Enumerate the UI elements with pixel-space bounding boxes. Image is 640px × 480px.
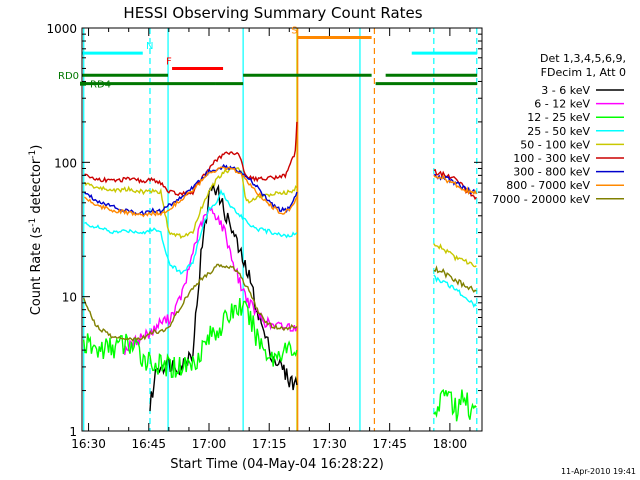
legend-label-6: 300 - 800 keV	[513, 166, 590, 179]
y-tick-label-2: 100	[54, 156, 77, 170]
chart-title: HESSI Observing Summary Count Rates	[123, 4, 422, 22]
late-series-line-3	[433, 243, 477, 268]
flag-label-rd4: RD4	[90, 80, 111, 91]
x-tick-label-1: 16:45	[131, 437, 166, 451]
legend-label-3: 25 - 50 keV	[527, 125, 590, 138]
legend-label-7: 800 - 7000 keV	[506, 179, 590, 192]
y-tick-label-3: 1000	[46, 22, 77, 36]
legend-label-2: 12 - 25 keV	[527, 111, 590, 124]
series-line-8	[83, 263, 298, 342]
legend-title-line-1: FDecim 1, Att 0	[541, 66, 626, 79]
series-line-2	[83, 297, 298, 378]
series-line-7	[84, 166, 298, 218]
y-axis-label: Count Rate (s-1 detector-1)	[28, 145, 44, 316]
late-series-line-5	[433, 274, 477, 308]
plot-area	[82, 28, 478, 431]
plot-frame	[81, 27, 483, 432]
legend-label-5: 100 - 300 keV	[513, 152, 590, 165]
legend-label-1: 6 - 12 keV	[534, 98, 590, 111]
flag-label-s: S	[291, 25, 297, 36]
y-axis-label-sup1: -1	[28, 218, 38, 227]
late-series-line-2	[433, 174, 478, 196]
footer-timestamp: 11-Apr-2010 19:41	[561, 467, 636, 476]
legend-label-8: 7000 - 20000 keV	[492, 193, 590, 206]
x-tick-label-6: 18:00	[433, 437, 468, 451]
flag-label-n: N	[146, 41, 153, 52]
legend: Det 1,3,4,5,6,9,FDecim 1, Att 0 3 - 6 keV…	[492, 52, 626, 206]
legend-title-line-0: Det 1,3,4,5,6,9,	[540, 52, 626, 65]
x-tick-label-5: 17:45	[372, 437, 407, 451]
y-axis-label-mid: detector	[29, 158, 44, 218]
flag-label-rd0: RD0	[58, 71, 79, 82]
x-tick-label-3: 17:15	[252, 437, 287, 451]
legend-label-0: 3 - 6 keV	[541, 84, 590, 97]
y-axis-label-sup2: -1	[28, 150, 38, 159]
x-tick-label-2: 17:00	[192, 437, 227, 451]
y-tick-label-0: 1	[69, 425, 77, 439]
x-tick-label-0: 16:30	[71, 437, 106, 451]
y-axis-label-end: )	[29, 145, 44, 150]
legend-label-4: 50 - 100 keV	[520, 138, 590, 151]
x-tick-label-4: 17:30	[312, 437, 347, 451]
x-axis-label: Start Time (04-May-04 16:28:22)	[170, 457, 384, 472]
late-series-line-6	[433, 388, 477, 422]
flag-marker-rd4	[80, 81, 86, 86]
flag-label-f: F	[166, 56, 172, 67]
y-tick-label-1: 10	[62, 291, 77, 305]
axes: N F S RD0 RD4 16:30 16:45 17:00 17:15 17:30 17:45 1…	[46, 22, 482, 451]
late-series-line-4	[433, 265, 477, 293]
plot-content	[82, 28, 478, 431]
series-line-3	[84, 188, 298, 275]
y-axis-label-main: Count Rate (s	[29, 227, 44, 316]
